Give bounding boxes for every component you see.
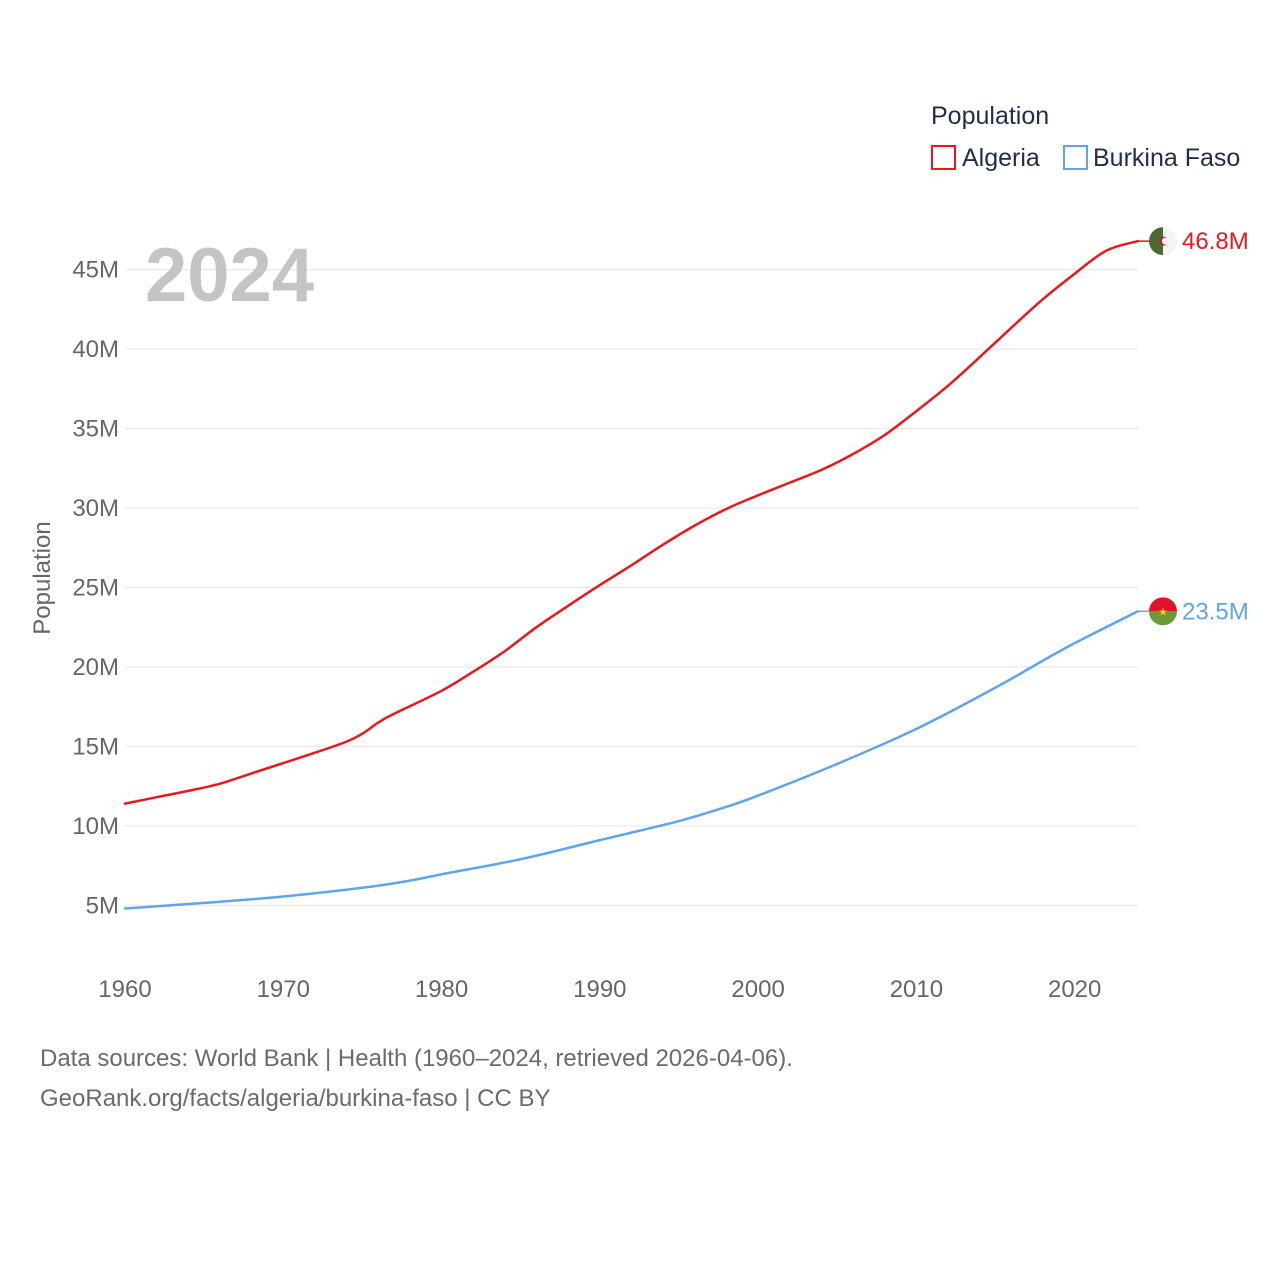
footer-attribution[interactable]: GeoRank.org/facts/algeria/burkina-faso |… xyxy=(40,1085,551,1112)
y-tick-label: 5M xyxy=(86,892,119,919)
svg-text:★: ★ xyxy=(1158,606,1168,618)
x-tick-label: 2020 xyxy=(1048,976,1101,1003)
legend-label-algeria[interactable]: Algeria xyxy=(962,144,1040,172)
x-tick-label: 1990 xyxy=(573,976,626,1003)
x-tick-label: 2000 xyxy=(731,976,784,1003)
y-axis-ticks: 5M 10M 15M 20M 25M 30M 35M 40M 45M xyxy=(72,257,119,920)
legend: Population Algeria Burkina Faso xyxy=(931,102,1240,172)
legend-swatch-burkina-faso[interactable] xyxy=(1063,145,1088,170)
y-tick-label: 20M xyxy=(72,654,119,681)
y-tick-label: 15M xyxy=(72,733,119,760)
legend-label-burkina-faso[interactable]: Burkina Faso xyxy=(1093,144,1240,172)
y-tick-label: 35M xyxy=(72,416,119,443)
year-label: 2024 xyxy=(145,233,314,318)
end-markers: 46.8M ★ 23.5M xyxy=(1138,227,1249,626)
x-tick-label: 1980 xyxy=(415,976,468,1003)
grid xyxy=(125,269,1138,906)
x-axis-ticks: 1960 1970 1980 1990 2000 2010 2020 xyxy=(98,976,1101,1003)
y-tick-label: 45M xyxy=(72,257,119,284)
x-tick-label: 2010 xyxy=(890,976,943,1003)
y-tick-label: 25M xyxy=(72,575,119,602)
series-line-burkina-faso[interactable] xyxy=(123,610,1140,910)
series-lines xyxy=(123,239,1140,910)
burkina-faso-flag-icon: ★ xyxy=(1149,597,1177,626)
y-axis-label: Population xyxy=(29,521,56,634)
y-tick-label: 40M xyxy=(72,336,119,363)
x-tick-label: 1970 xyxy=(257,976,310,1003)
legend-swatch-algeria[interactable] xyxy=(931,145,956,170)
end-value-label-burkina-faso: 23.5M xyxy=(1182,598,1249,625)
y-tick-label: 30M xyxy=(72,495,119,522)
y-tick-label: 10M xyxy=(72,813,119,840)
end-value-label-algeria: 46.8M xyxy=(1182,228,1249,255)
footer-sources: Data sources: World Bank | Health (1960–… xyxy=(40,1045,793,1072)
x-tick-label: 1960 xyxy=(98,976,151,1003)
algeria-flag-icon xyxy=(1149,227,1177,256)
series-line-algeria[interactable] xyxy=(123,239,1140,805)
legend-title: Population xyxy=(931,102,1049,130)
